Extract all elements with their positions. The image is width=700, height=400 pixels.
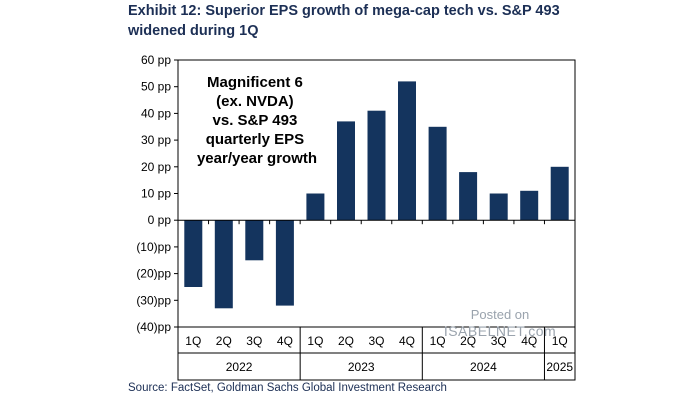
x-tick-label: 4Q (277, 334, 293, 348)
watermark: Posted on ISABELNET.com (425, 307, 575, 339)
group-label: 2022 (226, 360, 253, 374)
y-tick-label: 30 pp (141, 133, 171, 147)
y-tick-label: (40)pp (136, 320, 171, 334)
x-tick-label: 1Q (185, 334, 201, 348)
x-tick-label: 4Q (521, 334, 537, 348)
bar-10 (459, 172, 478, 221)
bar-5 (306, 193, 325, 221)
y-tick-label: 40 pp (141, 106, 171, 120)
bar-9 (428, 126, 447, 221)
y-tick-label: (20)pp (136, 267, 171, 281)
x-tick-label: 2Q (460, 334, 476, 348)
watermark-bottom: ISABELNET.com (443, 323, 557, 339)
y-tick-label: 60 pp (141, 53, 171, 67)
bar-12 (520, 190, 539, 221)
bar-2 (214, 220, 233, 309)
bar-8 (398, 81, 416, 221)
x-tick-label: 2Q (338, 334, 354, 348)
x-tick-label: 3Q (491, 334, 507, 348)
y-tick-label: (30)pp (136, 293, 171, 307)
x-tick-label: 3Q (368, 334, 384, 348)
x-tick-label: 3Q (246, 334, 262, 348)
annotation-line-3: vs. S&P 493 (213, 112, 298, 129)
annotation-line-1: Magnificent 6 (207, 74, 303, 91)
annotation-line-5: year/year growth (197, 150, 317, 167)
annotation-line-4: quarterly EPS (206, 131, 304, 148)
y-tick-label: 20 pp (141, 160, 171, 174)
bar-6 (337, 121, 355, 221)
y-tick-label: (10)pp (136, 240, 171, 254)
x-tick-label: 4Q (399, 334, 415, 348)
y-tick-label: 50 pp (141, 80, 171, 94)
y-tick-label: 10 pp (141, 187, 171, 201)
chart-annotation: Magnificent 6 (ex. NVDA) vs. S&P 493 qua… (197, 74, 317, 167)
chart-title: Exhibit 12: Superior EPS growth of mega-… (128, 3, 560, 39)
bar-4 (275, 220, 294, 306)
bar-7 (367, 110, 386, 221)
annotation-line-2: (ex. NVDA) (216, 93, 294, 110)
bar-1 (184, 220, 203, 287)
group-label: 2025 (546, 360, 573, 374)
x-tick-label: 2Q (216, 334, 232, 348)
bar-11 (489, 193, 508, 221)
x-tick-label: 1Q (430, 334, 446, 348)
group-label: 2023 (348, 360, 375, 374)
bar-13 (550, 166, 569, 221)
x-tick-label: 1Q (307, 334, 323, 348)
bar-3 (245, 220, 264, 261)
source-note: Source: FactSet, Goldman Sachs Global In… (128, 382, 447, 394)
group-label: 2024 (470, 360, 497, 374)
x-tick-label: 1Q (552, 334, 568, 348)
watermark-top: Posted on (470, 307, 530, 322)
y-tick-label: 0 pp (148, 213, 172, 227)
